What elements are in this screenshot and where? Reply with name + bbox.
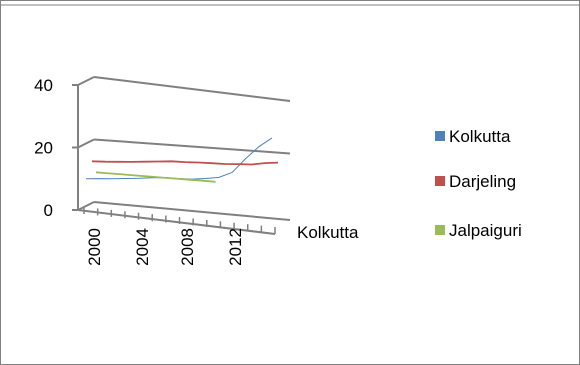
gridlines [77,76,291,155]
gridline-20 [93,138,291,155]
series-line-darjeling [91,160,279,166]
series-line-jalpaiguri [95,171,216,183]
legend-swatch-kolkutta [435,131,445,141]
depth-axis-label: Kolkutta [297,223,359,242]
legend-label-darjeling: Darjeling [449,172,516,191]
legend-label-jalpaiguri: Jalpaiguri [449,221,522,240]
x-tick-label: 2012 [226,228,245,266]
gridline-40 [93,76,291,102]
gridline-depth-40 [77,76,95,86]
x-tick-label: 2008 [178,228,197,266]
legend-swatch-jalpaiguri [435,225,445,235]
series-layer [85,137,279,183]
y-tick-label: 0 [44,201,53,220]
y-tick-label: 40 [34,76,53,95]
gridline-depth-20 [77,138,95,149]
floor-back-edge [93,201,291,221]
y-ticks: 0 20 40 [34,76,53,220]
axes [72,84,291,235]
x-tick-label: 2004 [133,228,152,266]
y-tick-label: 20 [34,139,53,158]
legend-swatch-darjeling [435,176,445,186]
floor-left-edge [77,201,95,211]
legend: Kolkutta Darjeling Jalpaiguri [435,127,522,240]
legend-label-kolkutta: Kolkutta [449,127,511,146]
x-tick-label: 2000 [85,228,104,266]
x-ticks: 2000 2004 2008 2012 [85,228,245,266]
